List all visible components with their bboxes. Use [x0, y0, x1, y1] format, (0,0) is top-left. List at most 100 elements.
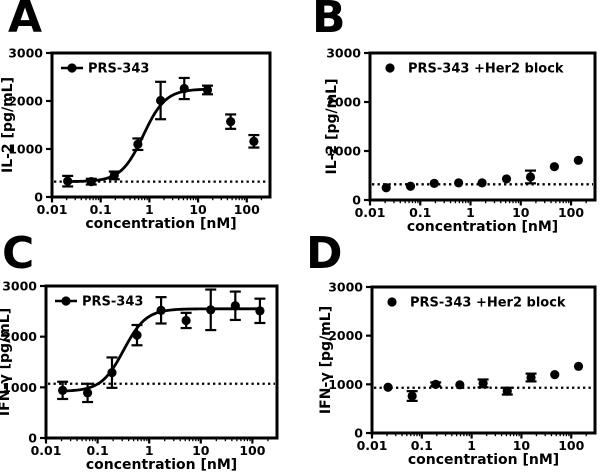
- data-point-marker: [133, 139, 143, 149]
- y-tick-label: 1000: [2, 380, 37, 395]
- data-point-marker: [405, 181, 416, 191]
- x-tick-label: 100: [239, 443, 265, 458]
- x-tick-label: 1: [145, 202, 154, 217]
- y-axis-ticks: 0 1000 2000 3000: [8, 46, 52, 205]
- data-point-marker: [249, 136, 259, 146]
- data-point-marker: [381, 183, 391, 193]
- axis-titles: concentration [nM] IL-2 [pg/mL]: [0, 77, 237, 232]
- x-axis-title: concentration [nM]: [407, 219, 558, 235]
- fit-curve: [67, 87, 208, 183]
- data-point-marker: [455, 380, 465, 390]
- data-point-marker: [156, 95, 166, 106]
- plot-frame: [50, 51, 272, 199]
- data-point-marker: [525, 172, 536, 182]
- x-tick-label: 1: [145, 443, 154, 458]
- y-tick-label: 0: [28, 431, 37, 446]
- legend: PRS-343: [61, 62, 149, 77]
- x-tick-label: 0.1: [409, 205, 431, 220]
- axis-titles: concentration [nM] IFN-γ [pg/mL]: [318, 306, 559, 468]
- legend-marker-icon: [385, 63, 395, 73]
- data-point-marker: [202, 85, 213, 95]
- plot-frame: [368, 51, 597, 202]
- y-tick-label: 0: [352, 193, 361, 208]
- x-tick-label: 0.1: [90, 202, 112, 217]
- legend-label: PRS-343 +Her2 block: [408, 62, 564, 77]
- x-tick-label: 100: [234, 202, 260, 217]
- plot-axes: [44, 284, 279, 440]
- plot-axes: [368, 51, 597, 202]
- y-tick-label: 3000: [326, 46, 361, 61]
- data-point-marker: [58, 385, 68, 395]
- chart-panel-b-il2-her2-block: 0 1000 2000 3000 0.01 0.1 1 10 100 PRS-343 +Her2 …: [324, 46, 597, 235]
- data-point-marker: [109, 170, 119, 180]
- y-axis-ticks: 0 1000 2000 3000: [326, 46, 370, 208]
- data-point-marker: [429, 178, 439, 188]
- legend-label: PRS-343: [88, 62, 149, 77]
- data-point-marker: [501, 174, 512, 184]
- x-tick-label: 0.1: [411, 438, 433, 453]
- data-point-marker: [132, 330, 142, 340]
- data-series: [383, 361, 584, 401]
- data-point-marker: [526, 372, 536, 383]
- legend-marker-icon: [61, 296, 71, 306]
- x-tick-label: 0.01: [357, 438, 388, 453]
- y-axis-title: IL-2 [pg/mL]: [0, 77, 16, 173]
- legend-marker-icon: [67, 63, 77, 73]
- y-axis-title: IFN-γ [pg/mL]: [0, 308, 13, 416]
- x-tick-label: 10: [189, 202, 207, 217]
- axis-titles: concentration [nM] IFN-γ [pg/mL]: [0, 308, 237, 473]
- legend: PRS-343 +Her2 block: [387, 296, 566, 311]
- data-point-marker: [407, 391, 417, 401]
- panel-letter-c: C: [2, 228, 34, 279]
- chart-panel-d-ifng-her2-block: 0 1000 2000 3000 0.01 0.1 1 10 100 PRS-343 +Her2 …: [318, 280, 597, 468]
- x-axis-title: concentration [nM]: [86, 457, 237, 473]
- x-tick-label: 1: [466, 205, 475, 220]
- x-axis-title: concentration [nM]: [85, 216, 236, 232]
- data-series: [63, 83, 259, 187]
- legend: PRS-343: [55, 295, 143, 310]
- y-tick-label: 2000: [8, 94, 43, 109]
- y-axis-title: IFN-γ [pg/mL]: [318, 306, 334, 414]
- x-tick-label: 100: [558, 205, 584, 220]
- data-point-marker: [63, 176, 73, 186]
- data-series: [381, 155, 583, 193]
- y-tick-label: 3000: [2, 279, 37, 294]
- legend-label: PRS-343: [82, 295, 143, 310]
- data-point-marker: [454, 178, 464, 188]
- data-point-marker: [230, 301, 240, 311]
- panel-letter-d: D: [306, 228, 343, 279]
- x-tick-label: 0.01: [37, 202, 68, 217]
- plot-frame: [370, 285, 597, 435]
- data-point-marker: [206, 305, 216, 315]
- error-bars: [62, 76, 260, 188]
- x-tick-label: 1: [467, 438, 476, 453]
- x-tick-label: 10: [192, 443, 210, 458]
- y-tick-label: 0: [34, 190, 43, 205]
- y-axis-ticks: 0 1000 2000 3000: [328, 280, 372, 441]
- data-point-marker: [383, 382, 393, 392]
- data-point-marker: [549, 162, 560, 172]
- data-point-marker: [550, 370, 560, 380]
- x-axis-ticks: 0.01 0.1 1 10 100: [31, 438, 269, 458]
- x-axis-ticks: 0.01 0.1 1 10 100: [357, 433, 587, 453]
- y-tick-label: 1000: [326, 144, 361, 159]
- y-tick-label: 3000: [328, 280, 363, 295]
- y-tick-label: 1000: [328, 377, 363, 392]
- y-tick-label: 0: [354, 426, 363, 441]
- data-point-marker: [181, 315, 191, 326]
- plot-frame: [44, 284, 279, 440]
- x-axis-ticks: 0.01 0.1 1 10 100: [37, 197, 263, 217]
- y-tick-label: 2000: [328, 328, 363, 343]
- x-tick-label: 10: [513, 438, 531, 453]
- panel-letter-a: A: [8, 0, 42, 43]
- data-point-marker: [502, 386, 512, 396]
- x-tick-label: 100: [558, 438, 584, 453]
- y-tick-label: 2000: [2, 329, 37, 344]
- data-point-marker: [107, 368, 117, 378]
- y-tick-label: 1000: [8, 142, 43, 157]
- axis-titles: concentration [nM] IL-2 [pg/mL]: [324, 78, 558, 235]
- data-point-marker: [573, 155, 583, 165]
